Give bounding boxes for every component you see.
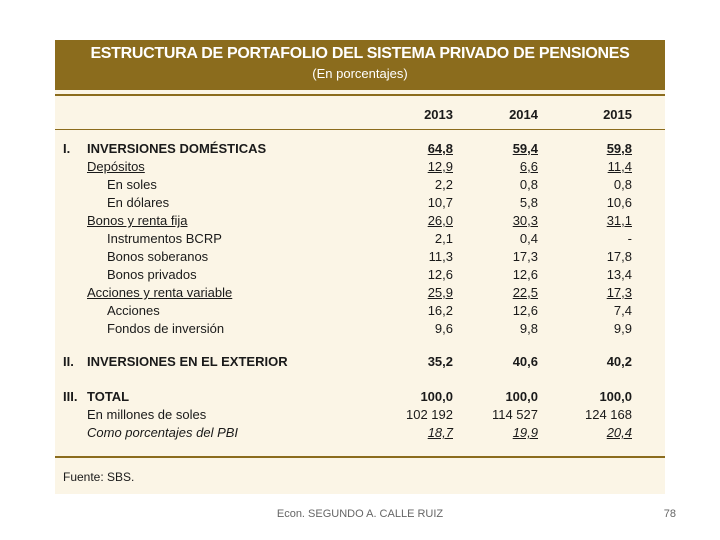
row-label: INVERSIONES DOMÉSTICAS: [87, 141, 267, 156]
row-value-2015: 100,0: [599, 389, 632, 404]
row-value-2014: 30,3: [512, 213, 538, 228]
row-value-2015: 7,4: [613, 303, 632, 318]
row-value-2015: 20,4: [606, 425, 632, 440]
row-value-2013: 12,9: [427, 159, 453, 174]
row-label: Depósitos: [87, 159, 145, 174]
row-label: INVERSIONES EN EL EXTERIOR: [87, 354, 288, 369]
page-number: 78: [663, 508, 676, 520]
row-label: En dólares: [107, 195, 170, 210]
row-label: Bonos y renta fija: [87, 213, 188, 228]
row-number: I.: [63, 141, 71, 156]
row-value-2014: 12,6: [512, 267, 538, 282]
row-value-2013: 25,9: [427, 285, 453, 300]
row-value-2013: 26,0: [427, 213, 453, 228]
table-subtitle: (En porcentajes): [312, 66, 408, 81]
row-value-2015: 40,2: [606, 354, 632, 369]
header-rule: [55, 94, 665, 96]
row-value-2013: 11,3: [428, 249, 453, 264]
row-value-2015: 59,8: [606, 141, 632, 156]
footer-rule: [55, 456, 665, 458]
row-value-2014: 0,4: [519, 231, 538, 246]
table-title: ESTRUCTURA DE PORTAFOLIO DEL SISTEMA PRI…: [90, 45, 630, 62]
row-value-2015: 9,9: [613, 321, 632, 336]
row-value-2013: 10,7: [427, 195, 453, 210]
row-value-2014: 40,6: [512, 354, 538, 369]
row-number: II.: [63, 354, 74, 369]
row-value-2014: 19,9: [512, 425, 538, 440]
row-value-2013: 12,6: [427, 267, 453, 282]
row-value-2014: 114 527: [491, 407, 538, 422]
year-2015: 2015: [603, 107, 632, 122]
row-value-2014: 5,8: [519, 195, 538, 210]
source-note: Fuente: SBS.: [63, 470, 135, 484]
row-value-2014: 59,4: [512, 141, 538, 156]
row-value-2014: 17,3: [512, 249, 538, 264]
row-label: Acciones y renta variable: [87, 285, 233, 300]
row-value-2014: 9,8: [519, 321, 538, 336]
table-panel: ESTRUCTURA DE PORTAFOLIO DEL SISTEMA PRI…: [55, 40, 665, 494]
row-value-2014: 100,0: [505, 389, 538, 404]
years-rule: [55, 129, 665, 130]
table-header: ESTRUCTURA DE PORTAFOLIO DEL SISTEMA PRI…: [55, 40, 665, 90]
year-2014: 2014: [509, 107, 538, 122]
row-label: Instrumentos BCRP: [107, 231, 222, 246]
row-value-2015: 124 168: [585, 407, 632, 422]
row-label: Acciones: [107, 303, 160, 318]
row-value-2013: 16,2: [427, 303, 453, 318]
row-value-2015: 10,6: [606, 195, 632, 210]
row-label: TOTAL: [87, 389, 130, 404]
row-value-2013: 2,2: [434, 177, 453, 192]
row-value-2015: 0,8: [613, 177, 632, 192]
year-2013: 2013: [424, 107, 453, 122]
row-number: III.: [63, 389, 78, 404]
row-value-2015: 31,1: [606, 213, 632, 228]
row-label: Fondos de inversión: [107, 321, 225, 336]
row-value-2014: 0,8: [519, 177, 538, 192]
row-value-2013: 9,6: [434, 321, 453, 336]
row-label: En soles: [107, 177, 157, 192]
row-value-2013: 35,2: [427, 354, 453, 369]
row-label: Bonos privados: [107, 267, 197, 282]
row-value-2015: -: [627, 231, 632, 246]
row-value-2013: 100,0: [420, 389, 453, 404]
row-value-2013: 2,1: [434, 231, 453, 246]
row-value-2015: 17,3: [606, 285, 632, 300]
row-value-2015: 11,4: [607, 159, 632, 174]
row-value-2013: 102 192: [406, 407, 453, 422]
row-value-2015: 13,4: [606, 267, 632, 282]
row-label: Bonos soberanos: [107, 249, 209, 264]
row-value-2013: 18,7: [427, 425, 453, 440]
row-value-2013: 64,8: [427, 141, 453, 156]
row-label: Como porcentajes del PBI: [87, 425, 239, 440]
row-value-2014: 22,5: [512, 285, 538, 300]
row-value-2015: 17,8: [606, 249, 632, 264]
row-value-2014: 6,6: [519, 159, 538, 174]
slide-caption: Econ. SEGUNDO A. CALLE RUIZ: [276, 508, 444, 520]
row-value-2014: 12,6: [512, 303, 538, 318]
row-label: En millones de soles: [87, 407, 207, 422]
